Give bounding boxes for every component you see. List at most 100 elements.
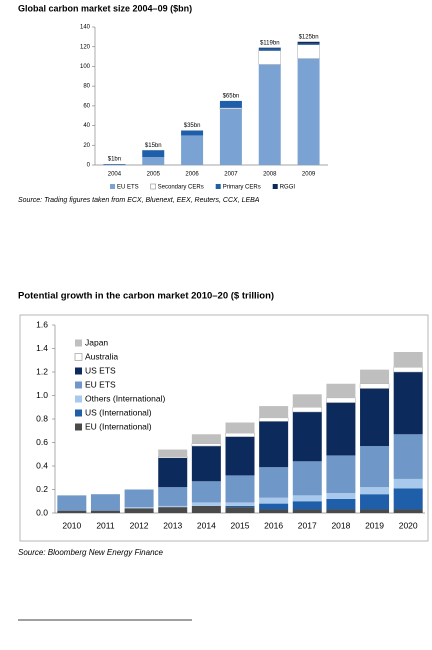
legend-swatch — [110, 184, 115, 189]
x-tick-label: 2008 — [263, 172, 277, 178]
bar-segment — [192, 481, 221, 502]
bar-segment — [394, 479, 423, 488]
bar-segment — [158, 506, 187, 507]
bar-segment — [259, 48, 281, 49]
legend-swatch — [151, 184, 156, 189]
total-label: $1bn — [108, 157, 121, 163]
bar-segment — [125, 490, 154, 508]
legend-label: US ETS — [85, 365, 116, 375]
legend-label: Australia — [85, 351, 118, 361]
legend-label: RGGI — [280, 185, 296, 191]
bar-segment — [226, 502, 255, 506]
y-tick-label: 60 — [83, 103, 90, 109]
bar-segment — [326, 455, 355, 493]
legend-swatch — [75, 368, 82, 375]
bar-segment — [298, 42, 320, 44]
bar-segment — [57, 495, 86, 510]
bar-segment — [226, 423, 255, 434]
legend-label: Primary CERs — [223, 185, 261, 191]
y-tick-label: 100 — [80, 64, 91, 70]
bar-segment — [293, 461, 322, 495]
bar-segment — [360, 446, 389, 487]
x-tick-label: 2005 — [147, 172, 161, 178]
legend-swatch — [75, 340, 82, 347]
legend-label: Japan — [85, 337, 108, 347]
bar-segment — [158, 457, 187, 458]
bar-segment — [298, 44, 320, 45]
legend-label: EU ETS — [117, 185, 139, 191]
bar-segment — [326, 403, 355, 456]
bar-segment — [259, 467, 288, 498]
source: Source: Trading figures taken from ECX, … — [18, 197, 260, 204]
x-tick-label: 2007 — [224, 172, 238, 178]
bar-segment — [259, 418, 288, 422]
bar-segment — [220, 101, 242, 108]
bar-segment — [259, 504, 288, 510]
bar-segment — [125, 507, 154, 508]
y-tick-label: 80 — [83, 84, 90, 90]
bar-segment — [226, 475, 255, 502]
bar-segment — [125, 508, 154, 513]
y-tick-label: 0 — [87, 163, 91, 169]
x-tick-label: 2012 — [130, 520, 149, 530]
legend-label: Others (International) — [85, 393, 165, 403]
legend-swatch — [273, 184, 278, 189]
legend-label: EU ETS — [85, 379, 116, 389]
bar-segment — [394, 434, 423, 479]
bar-segment — [293, 495, 322, 501]
legend-label: Secondary CERs — [158, 185, 204, 191]
y-tick-label: 0.4 — [36, 460, 48, 470]
bar-segment — [259, 509, 288, 513]
bar-segment — [360, 494, 389, 509]
bar-segment — [326, 493, 355, 499]
bar-segment — [298, 45, 320, 59]
y-tick-label: 0.0 — [36, 507, 48, 517]
bar-segment — [181, 135, 203, 165]
bar-segment — [360, 487, 389, 494]
x-tick-label: 2011 — [96, 520, 115, 530]
x-tick-label: 2015 — [231, 520, 250, 530]
bar-segment — [192, 446, 221, 481]
bar-segment — [293, 407, 322, 412]
bar-segment — [91, 494, 120, 510]
x-tick-label: 2009 — [302, 172, 316, 178]
bar-segment — [326, 398, 355, 403]
legend-label: EU (International) — [85, 421, 152, 431]
total-label: $119bn — [260, 40, 280, 46]
bar-segment — [158, 487, 187, 506]
bar-segment — [220, 109, 242, 165]
bar-segment — [192, 444, 221, 446]
bar-segment — [394, 352, 423, 367]
bar-segment — [394, 509, 423, 513]
bar-segment — [259, 498, 288, 504]
bar-segment — [142, 150, 164, 157]
legend-swatch — [75, 354, 82, 361]
bar-segment — [293, 501, 322, 509]
bar-segment — [226, 433, 255, 437]
y-tick-label: 1.4 — [36, 343, 48, 353]
bar-segment — [192, 502, 221, 506]
bar-segment — [226, 507, 255, 513]
chart-title: Global carbon market size 2004–09 ($bn) — [18, 3, 192, 13]
x-tick-label: 2020 — [399, 520, 418, 530]
bar-segment — [259, 51, 281, 65]
bar-segment — [394, 372, 423, 434]
bar-segment — [158, 450, 187, 457]
y-tick-label: 120 — [80, 44, 91, 50]
bar-segment — [142, 157, 164, 165]
bar-segment — [259, 421, 288, 467]
x-tick-label: 2004 — [108, 172, 122, 178]
bar-segment — [91, 511, 120, 513]
x-tick-label: 2006 — [185, 172, 199, 178]
bar-segment — [360, 384, 389, 389]
y-tick-label: 0.8 — [36, 413, 48, 423]
source: Source: Bloomberg New Energy Finance — [18, 548, 164, 557]
bar-segment — [57, 511, 86, 513]
y-tick-label: 20 — [83, 143, 90, 149]
x-tick-label: 2013 — [163, 520, 182, 530]
legend-label: US (International) — [85, 407, 152, 417]
bar-segment — [326, 499, 355, 510]
y-tick-label: 0.2 — [36, 484, 48, 494]
total-label: $35bn — [184, 123, 201, 129]
